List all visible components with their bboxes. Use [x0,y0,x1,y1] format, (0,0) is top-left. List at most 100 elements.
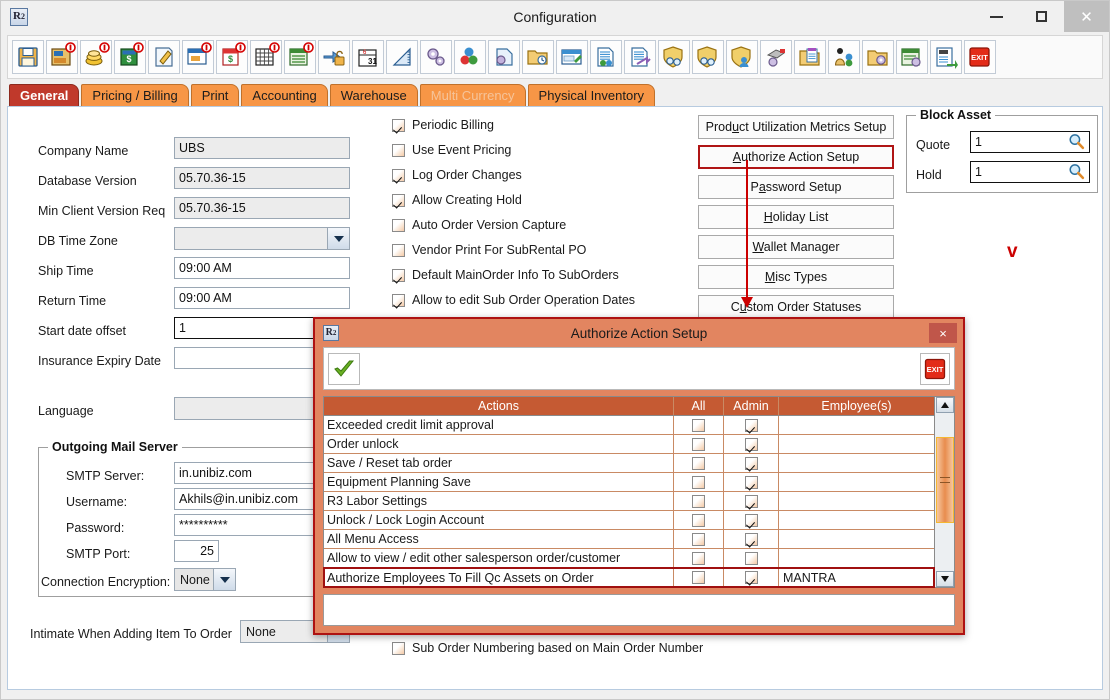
setup-button-password-setup[interactable]: Password Setup [698,175,894,199]
admin-checkbox[interactable] [744,475,758,489]
column-header-all[interactable]: All [674,397,724,415]
toolbar-button-color-shapes[interactable] [454,40,486,74]
column-header-actions[interactable]: Actions [324,397,674,415]
table-row[interactable]: Order unlock [324,435,934,454]
checkbox-row-7[interactable]: Allow to edit Sub Order Operation Dates [392,293,635,307]
tab-print[interactable]: Print [190,84,240,106]
ship-time-field[interactable]: 09:00 AM [174,257,350,279]
checkbox-auto-order-version-capture[interactable] [392,218,405,232]
chevron-down-icon[interactable] [327,228,349,249]
dialog-exit-button[interactable]: EXIT [920,352,950,385]
toolbar-button-document-arrow[interactable] [624,40,656,74]
database-version-field[interactable]: 05.70.36-15 [174,167,350,189]
all-checkbox[interactable] [692,532,705,546]
hold-field[interactable]: 1 [970,161,1090,183]
toolbar-button-invoice-blocked[interactable]: $ [114,40,146,74]
all-checkbox[interactable] [692,571,705,584]
toolbar-button-report-gear[interactable] [896,40,928,74]
tab-multi-currency[interactable]: Multi Currency [419,84,526,106]
sub-order-numbering-checkbox[interactable] [392,641,405,655]
toolbar-button-form-edit[interactable] [556,40,588,74]
toolbar-button-scanner-gear[interactable] [760,40,792,74]
cell-employees[interactable] [779,454,934,472]
setup-button-misc-types[interactable]: Misc Types [698,265,894,289]
setup-button-wallet-manager[interactable]: Wallet Manager [698,235,894,259]
save-confirm-button[interactable] [328,352,360,385]
tab-physical-inventory[interactable]: Physical Inventory [527,84,656,106]
checkbox-allow-to-edit-sub-order-operation-dates[interactable] [392,293,405,307]
checkbox-log-order-changes[interactable] [392,168,405,182]
checkbox-row-1[interactable]: Use Event Pricing [392,143,511,157]
all-checkbox[interactable] [692,475,705,489]
toolbar-button-edit-note[interactable] [148,40,180,74]
admin-checkbox[interactable] [744,532,758,546]
close-button[interactable]: ✕ [1064,1,1109,32]
dialog-close-button[interactable]: × [929,323,957,343]
cell-employees[interactable] [779,530,934,548]
cell-employees[interactable] [779,435,934,453]
toolbar-button-list-blocked[interactable] [284,40,316,74]
table-row[interactable]: Equipment Planning Save [324,473,934,492]
checkbox-periodic-billing[interactable] [392,118,405,132]
toolbar-button-shipping-blocked[interactable] [46,40,78,74]
checkbox-row-2[interactable]: Log Order Changes [392,168,522,182]
cell-employees[interactable] [779,416,934,434]
toolbar-button-calendar[interactable]: 6 31 [352,40,384,74]
cell-employees[interactable] [779,492,934,510]
table-row[interactable]: Exceeded credit limit approval [324,416,934,435]
table-row[interactable]: All Menu Access [324,530,934,549]
cell-employees[interactable] [779,511,934,529]
table-row[interactable]: Save / Reset tab order [324,454,934,473]
toolbar-button-document-shapes[interactable] [590,40,622,74]
all-checkbox[interactable] [692,456,705,470]
checkbox-allow-creating-hold[interactable] [392,193,405,207]
tab-accounting[interactable]: Accounting [241,84,328,106]
checkbox-vendor-print-for-subrental-po[interactable] [392,243,405,257]
checkbox-row-3[interactable]: Allow Creating Hold [392,193,522,207]
table-row[interactable]: Authorize Employees To Fill Qc Assets on… [323,567,935,588]
toolbar-button-unlock-arrow[interactable] [318,40,350,74]
cell-employees[interactable] [779,473,934,491]
chevron-down-icon[interactable] [213,569,235,590]
admin-checkbox[interactable] [744,513,758,527]
setup-button-holiday-list[interactable]: Holiday List [698,205,894,229]
magnifier-icon[interactable] [1068,163,1085,180]
column-header-employee-s[interactable]: Employee(s) [821,399,892,413]
admin-checkbox[interactable] [744,494,758,508]
toolbar-button-grid-blocked[interactable] [250,40,282,74]
toolbar-button-save[interactable] [12,40,44,74]
checkbox-row-0[interactable]: Periodic Billing [392,118,494,132]
setup-button-custom-order-statuses[interactable]: Custom Order Statuses [698,295,894,319]
grid-vertical-scrollbar[interactable] [934,397,954,587]
magnifier-icon[interactable] [1068,133,1085,150]
username-field[interactable]: Akhils@in.unibiz.com [174,488,350,510]
quote-field[interactable]: 1 [970,131,1090,153]
column-header-admin[interactable]: Admin [724,397,779,415]
toolbar-button-shield-search2[interactable] [692,40,724,74]
scroll-down-button[interactable] [935,571,954,587]
checkbox-row-6[interactable]: Default MainOrder Info To SubOrders [392,268,619,282]
maximize-button[interactable] [1019,1,1064,32]
min-client-version-field[interactable]: 05.70.36-15 [174,197,350,219]
connection-encryption-combo[interactable]: None [174,568,236,591]
toolbar-button-folder-document[interactable] [794,40,826,74]
checkbox-use-event-pricing[interactable] [392,143,405,157]
table-row[interactable]: Unlock / Lock Login Account [324,511,934,530]
toolbar-button-money-blocked[interactable] [80,40,112,74]
all-checkbox[interactable] [692,418,705,432]
setup-button-product-utilization-metrics-setup[interactable]: Product Utilization Metrics Setup [698,115,894,139]
checkbox-row-5[interactable]: Vendor Print For SubRental PO [392,243,586,257]
toolbar-button-gears[interactable] [420,40,452,74]
admin-checkbox[interactable] [744,418,758,432]
admin-checkbox[interactable] [744,456,758,470]
password-field[interactable]: ********** [174,514,350,536]
table-row[interactable]: R3 Labor Settings [324,492,934,511]
smtp-server-field[interactable]: in.unibiz.com [174,462,350,484]
return-time-field[interactable]: 09:00 AM [174,287,350,309]
all-checkbox[interactable] [692,551,705,565]
all-checkbox[interactable] [692,513,705,527]
admin-checkbox[interactable] [744,437,758,451]
tab-general[interactable]: General [9,84,80,106]
toolbar-button-folder-gear[interactable] [862,40,894,74]
toolbar-button-shield-search[interactable] [658,40,690,74]
